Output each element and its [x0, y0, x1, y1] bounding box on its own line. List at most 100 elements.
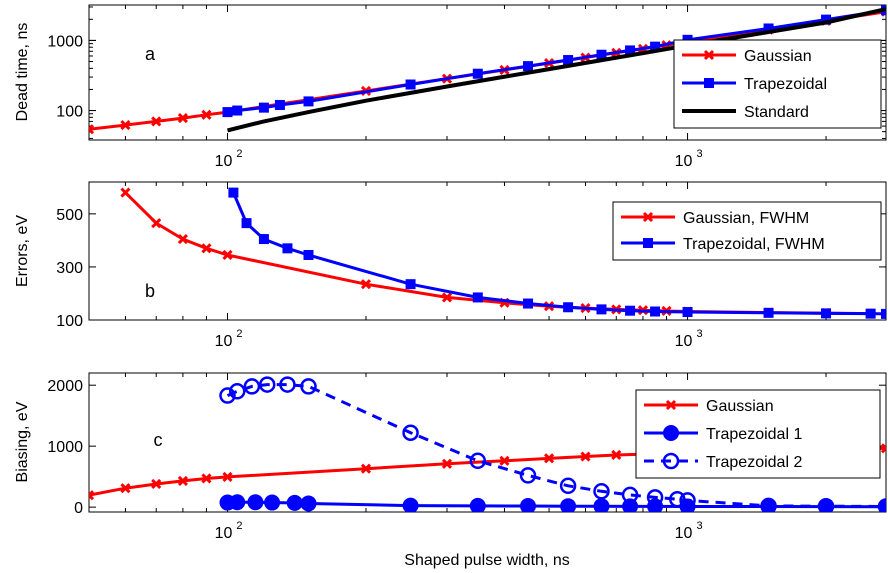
data-point	[177, 233, 188, 245]
y-tick-label: 100	[56, 104, 83, 121]
data-point	[300, 378, 317, 395]
y-tick-label: 300	[56, 260, 83, 277]
y-tick-label: 0	[74, 500, 83, 517]
legend-marker	[703, 49, 715, 61]
data-point	[559, 477, 577, 495]
data-point	[402, 497, 419, 512]
data-point	[300, 495, 317, 512]
data-point	[151, 116, 162, 127]
data-point	[596, 304, 607, 315]
data-point	[682, 307, 693, 318]
data-point	[120, 483, 131, 494]
data-point	[229, 494, 246, 511]
legend: Gaussian Trapezoidal 1 Trapezoidal 2	[635, 389, 881, 479]
legend-box	[612, 201, 882, 261]
legend-label: Trapezoidal 2	[706, 454, 802, 471]
data-point	[222, 107, 233, 118]
data-point	[402, 424, 419, 441]
data-point	[563, 55, 574, 66]
data-point	[151, 478, 162, 490]
data-point	[258, 102, 269, 113]
legend-item: Trapezoidal 2	[644, 452, 802, 471]
data-point	[563, 302, 574, 313]
data-point	[650, 41, 661, 52]
data-point	[441, 458, 453, 469]
legend-item: Gaussian, FWHM	[621, 210, 809, 227]
y-tick-label: 500	[56, 207, 83, 224]
data-point	[89, 490, 95, 501]
y-axis-label: Biasing, eV	[14, 401, 31, 482]
data-point	[405, 279, 416, 290]
data-point	[821, 14, 832, 25]
data-point	[523, 298, 534, 309]
data-point	[650, 306, 661, 317]
x-tick-label: 10	[675, 525, 693, 542]
axes-box	[88, 372, 887, 513]
data-point	[520, 498, 537, 512]
legend: Gaussian, FWHM Trapezoidal, FWHM	[612, 201, 882, 261]
data-point	[621, 486, 639, 504]
data-point	[469, 497, 486, 512]
x-tick-exponent: 3	[696, 148, 702, 160]
data-point	[821, 308, 832, 319]
data-point	[877, 498, 886, 512]
legend-marker	[665, 399, 677, 411]
data-point	[593, 483, 610, 500]
x-tick-label: 10	[675, 333, 693, 350]
legend-item: Trapezoidal	[682, 76, 827, 93]
data-point	[593, 498, 610, 512]
data-point	[865, 308, 876, 319]
data-point	[669, 490, 686, 508]
legend-item: Gaussian	[682, 48, 812, 65]
data-point	[405, 79, 416, 90]
data-point	[611, 449, 622, 461]
data-point	[441, 292, 453, 303]
series-line	[227, 8, 886, 114]
data-point	[523, 61, 534, 72]
data-point	[177, 475, 188, 486]
y-axis-label: Dead time, ns	[14, 23, 31, 122]
y-tick-label: 1000	[47, 33, 83, 50]
data-point	[360, 463, 372, 474]
data-point	[177, 113, 188, 124]
data-point	[222, 471, 233, 483]
series-trapezoidal-fwhm	[228, 187, 886, 319]
data-point	[880, 443, 886, 454]
data-point	[817, 497, 835, 512]
legend: Gaussian Trapezoidal Standard	[673, 39, 882, 129]
data-point	[646, 489, 664, 506]
data-point	[274, 99, 285, 110]
legend-label: Gaussian, FWHM	[683, 210, 809, 227]
x-tick-label: 10	[215, 333, 233, 350]
data-point	[232, 105, 243, 116]
series-trapezoidal-2	[219, 376, 886, 512]
legend-item: Gaussian	[644, 398, 774, 415]
data-point	[201, 243, 212, 254]
data-point	[679, 492, 696, 509]
plot-area	[120, 187, 886, 319]
y-tick-label: 1000	[47, 439, 83, 456]
data-point	[120, 187, 131, 198]
legend-marker	[662, 452, 680, 470]
data-point	[543, 453, 555, 464]
data-point	[472, 68, 483, 79]
x-tick-exponent: 2	[236, 520, 242, 532]
legend-marker	[642, 211, 654, 223]
x-axis-label: Shaped pulse width, ns	[404, 552, 569, 569]
panel-letter: b	[145, 281, 155, 301]
y-axis-label: Errors, eV	[14, 215, 31, 287]
data-point	[763, 307, 774, 318]
legend-label: Standard	[744, 104, 809, 121]
data-point	[625, 305, 636, 316]
legend-item: Trapezoidal, FWHM	[621, 236, 825, 253]
data-point	[469, 452, 487, 470]
data-point	[360, 279, 372, 290]
data-point	[625, 45, 636, 56]
data-point	[228, 383, 246, 400]
x-tick-exponent: 2	[236, 328, 242, 340]
